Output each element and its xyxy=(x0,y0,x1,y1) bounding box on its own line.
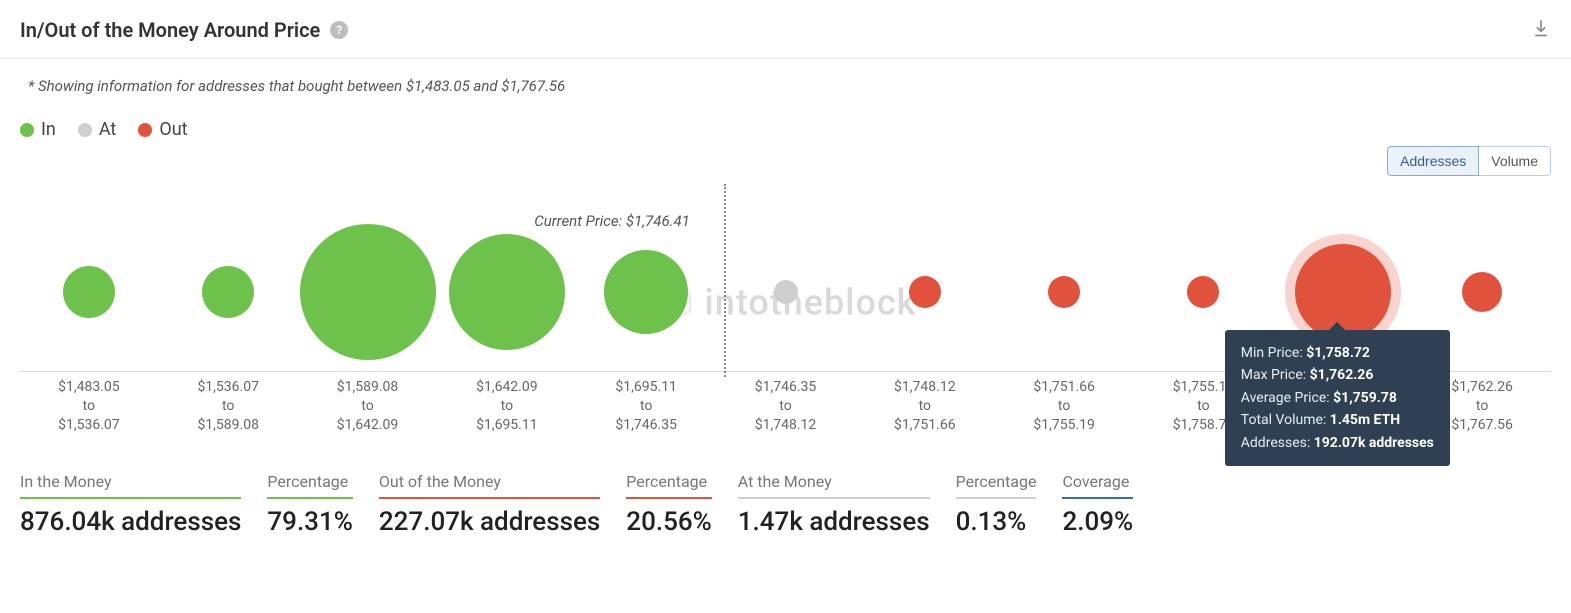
stat-label: Coverage xyxy=(1062,472,1133,499)
stat-value: 2.09% xyxy=(1062,507,1133,537)
stat-value: 1.47k addresses xyxy=(738,507,930,537)
x-axis-label: $1,748.12to$1,751.66 xyxy=(894,378,956,435)
legend-label: In xyxy=(41,119,56,140)
tooltip-row: Min Price: $1,758.72 xyxy=(1241,342,1434,364)
page-title: In/Out of the Money Around Price xyxy=(20,18,320,42)
tooltip-key: Total Volume: xyxy=(1241,412,1330,428)
view-toggle: AddressesVolume xyxy=(0,146,1571,184)
legend-dot-icon xyxy=(138,123,152,137)
legend-item-out[interactable]: Out xyxy=(138,119,187,140)
tooltip-row: Max Price: $1,762.26 xyxy=(1241,364,1434,386)
x-axis-label: $1,483.05to$1,536.07 xyxy=(58,378,120,435)
legend-dot-icon xyxy=(78,123,92,137)
x-axis-label: $1,536.07to$1,589.08 xyxy=(197,378,259,435)
bubble-in[interactable] xyxy=(202,266,254,318)
watermark-text: intotheblock xyxy=(705,281,917,323)
stat-block: At the Money 1.47k addresses xyxy=(738,472,930,537)
tooltip-value: $1,762.26 xyxy=(1310,367,1374,383)
bubble-tooltip: Min Price: $1,758.72Max Price: $1,762.26… xyxy=(1225,330,1450,466)
stat-label: Percentage xyxy=(956,472,1037,499)
stat-label: Percentage xyxy=(267,472,352,499)
legend: In At Out xyxy=(0,95,1571,146)
stat-block: Percentage 0.13% xyxy=(956,472,1037,537)
bubble-out[interactable] xyxy=(1048,276,1080,308)
legend-item-at[interactable]: At xyxy=(78,119,116,140)
legend-label: Out xyxy=(159,119,187,140)
x-axis-label: $1,589.08to$1,642.09 xyxy=(337,378,399,435)
tooltip-key: Min Price: xyxy=(1241,345,1306,361)
bubble-in[interactable] xyxy=(300,224,436,360)
stat-label: Percentage xyxy=(626,472,711,499)
tooltip-value: 1.45m ETH xyxy=(1330,412,1400,428)
price-divider xyxy=(724,184,726,377)
legend-dot-icon xyxy=(20,123,34,137)
tooltip-value: 192.07k addresses xyxy=(1314,435,1434,451)
stat-value: 876.04k addresses xyxy=(20,507,241,537)
header: In/Out of the Money Around Price ? xyxy=(0,0,1571,59)
tooltip-row: Average Price: $1,759.78 xyxy=(1241,387,1434,409)
x-axis-label: $1,642.09to$1,695.11 xyxy=(476,378,538,435)
stat-label: Out of the Money xyxy=(379,472,600,499)
stat-block: Percentage 20.56% xyxy=(626,472,711,537)
tooltip-row: Addresses: 192.07k addresses xyxy=(1241,432,1434,454)
stat-block: Coverage 2.09% xyxy=(1062,472,1133,537)
toggle-volume[interactable]: Volume xyxy=(1479,146,1551,176)
stat-value: 20.56% xyxy=(626,507,711,537)
tooltip-value: $1,759.78 xyxy=(1333,390,1397,406)
chart-area: Current Price: $1,746.41 intotheblock Mi… xyxy=(0,212,1571,438)
x-axis-label: $1,746.35to$1,748.12 xyxy=(755,378,817,435)
stat-value: 79.31% xyxy=(267,507,352,537)
tooltip-key: Max Price: xyxy=(1241,367,1310,383)
legend-item-in[interactable]: In xyxy=(20,119,56,140)
bubble-in[interactable] xyxy=(604,250,688,334)
bubble-out[interactable] xyxy=(909,276,941,308)
bubble-in[interactable] xyxy=(449,234,565,350)
toggle-addresses[interactable]: Addresses xyxy=(1387,146,1479,176)
subtitle-note: * Showing information for addresses that… xyxy=(0,59,1571,95)
tooltip-key: Average Price: xyxy=(1241,390,1333,406)
stat-label: At the Money xyxy=(738,472,930,499)
x-axis-label: $1,695.11to$1,746.35 xyxy=(615,378,677,435)
bubble-out[interactable] xyxy=(1462,272,1502,312)
bubble-at[interactable] xyxy=(774,280,798,304)
stat-value: 0.13% xyxy=(956,507,1037,537)
download-icon[interactable] xyxy=(1531,18,1551,42)
stat-block: Percentage 79.31% xyxy=(267,472,352,537)
stat-value: 227.07k addresses xyxy=(379,507,600,537)
title-wrap: In/Out of the Money Around Price ? xyxy=(20,18,348,42)
stat-block: Out of the Money 227.07k addresses xyxy=(379,472,600,537)
tooltip-value: $1,758.72 xyxy=(1306,345,1370,361)
x-axis-label: $1,751.66to$1,755.19 xyxy=(1033,378,1095,435)
x-axis-label: $1,762.26to$1,767.56 xyxy=(1451,378,1513,435)
help-icon[interactable]: ? xyxy=(330,21,348,39)
legend-label: At xyxy=(99,119,116,140)
bubble-row: intotheblock Min Price: $1,758.72Max Pri… xyxy=(20,212,1551,372)
stat-block: In the Money 876.04k addresses xyxy=(20,472,241,537)
tooltip-row: Total Volume: 1.45m ETH xyxy=(1241,409,1434,431)
stat-label: In the Money xyxy=(20,472,241,499)
tooltip-key: Addresses: xyxy=(1241,435,1314,451)
bubble-out[interactable] xyxy=(1187,276,1219,308)
bubble-in[interactable] xyxy=(63,266,115,318)
